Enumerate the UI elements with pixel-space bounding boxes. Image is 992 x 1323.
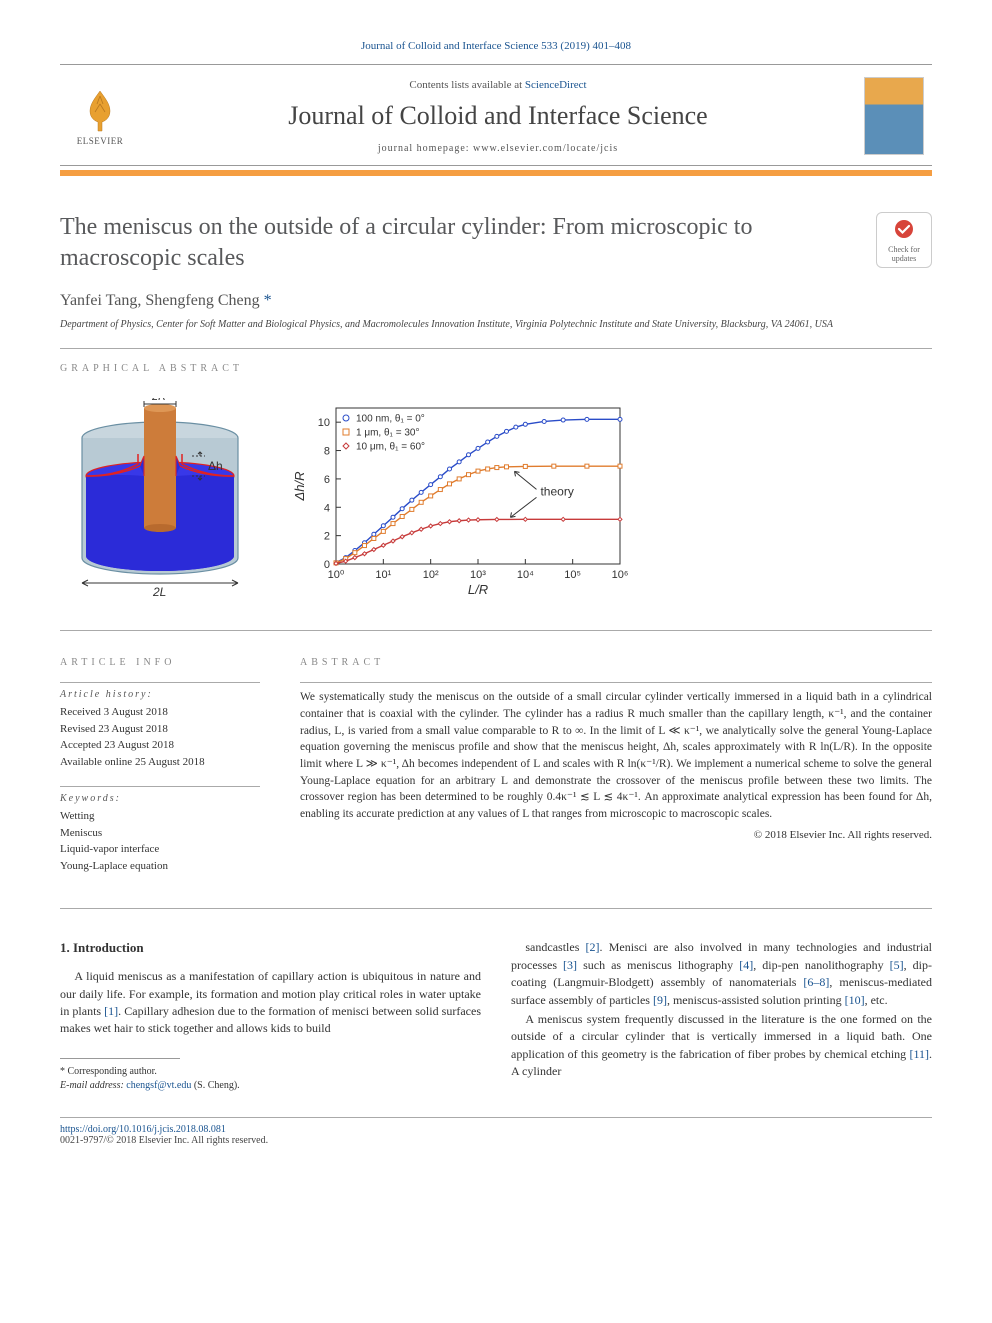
svg-text:10: 10 <box>318 418 330 430</box>
svg-text:10²: 10² <box>423 569 439 581</box>
abstract-copyright: © 2018 Elsevier Inc. All rights reserved… <box>300 829 932 841</box>
history-line: Received 3 August 2018 <box>60 704 260 721</box>
ref-link[interactable]: [2] <box>586 940 600 954</box>
svg-text:0: 0 <box>324 559 330 571</box>
label-delta-h: Δh <box>208 459 223 473</box>
history-line: Revised 23 August 2018 <box>60 721 260 738</box>
svg-text:10¹: 10¹ <box>375 569 391 581</box>
svg-text:8: 8 <box>324 446 330 458</box>
sciencedirect-link[interactable]: ScienceDirect <box>525 79 587 91</box>
journal-banner: ELSEVIER Contents lists available at Sci… <box>60 64 932 166</box>
history-line: Available online 25 August 2018 <box>60 754 260 771</box>
article-info-label: ARTICLE INFO <box>60 657 260 668</box>
intro-heading: 1. Introduction <box>60 939 481 958</box>
ref-link[interactable]: [4] <box>739 958 753 972</box>
keyword: Meniscus <box>60 825 260 842</box>
svg-text:10³: 10³ <box>470 569 486 581</box>
graphical-abstract: 2R Δh 2L 10⁰ 10¹ 10² 10³ 10⁴ 10⁵ 10⁶ 0 2 4 6 8 10 L/R… <box>60 388 932 618</box>
tree-icon <box>75 86 125 136</box>
keyword: Young-Laplace equation <box>60 858 260 875</box>
ref-link[interactable]: [9] <box>653 993 667 1007</box>
svg-text:L/R: L/R <box>468 582 488 597</box>
banner-accent-rule <box>60 170 932 176</box>
doi-link[interactable]: https://doi.org/10.1016/j.jcis.2018.08.0… <box>60 1124 226 1135</box>
authors: Yanfei Tang, Shengfeng Cheng * <box>60 292 932 310</box>
svg-text:4: 4 <box>324 503 330 515</box>
email-link[interactable]: chengsf@vt.edu <box>126 1080 191 1091</box>
graphical-abstract-label: GRAPHICAL ABSTRACT <box>60 363 932 374</box>
svg-text:10⁰: 10⁰ <box>328 569 345 581</box>
journal-name: Journal of Colloid and Interface Science <box>148 101 848 131</box>
svg-text:theory: theory <box>540 485 573 499</box>
history-block: Received 3 August 2018Revised 23 August … <box>60 704 260 770</box>
citation-header: Journal of Colloid and Interface Science… <box>60 40 932 52</box>
check-updates-badge[interactable]: Check for updates <box>876 212 932 268</box>
svg-text:10 μm, θ₁ = 60°: 10 μm, θ₁ = 60° <box>356 442 425 453</box>
history-heading: Article history: <box>60 689 260 700</box>
corresponding-mark: * <box>264 292 272 309</box>
ref-link[interactable]: [6–8] <box>803 975 829 989</box>
svg-text:10⁴: 10⁴ <box>517 569 534 581</box>
label-2L: 2L <box>152 585 166 598</box>
svg-text:1 μm, θ₁ = 30°: 1 μm, θ₁ = 30° <box>356 428 419 439</box>
abstract-text: We systematically study the meniscus on … <box>300 689 932 822</box>
check-updates-icon <box>890 217 918 245</box>
ref-link[interactable]: [3] <box>563 958 577 972</box>
intro-para-3: A meniscus system frequently discussed i… <box>511 1011 932 1081</box>
svg-text:100 nm, θ₁ = 0°: 100 nm, θ₁ = 0° <box>356 414 425 425</box>
cover-thumbnail <box>864 77 924 155</box>
svg-text:10⁵: 10⁵ <box>564 569 581 581</box>
ref-link[interactable]: [10] <box>845 993 865 1007</box>
body-text: 1. Introduction A liquid meniscus as a m… <box>60 939 932 1092</box>
article-title: The meniscus on the outside of a circula… <box>60 212 856 274</box>
corresponding-footnote: * Corresponding author. E-mail address: … <box>60 1065 481 1093</box>
ref-link[interactable]: [5] <box>890 958 904 972</box>
contents-line: Contents lists available at ScienceDirec… <box>148 79 848 91</box>
keywords-block: WettingMeniscusLiquid-vapor interfaceYou… <box>60 808 260 874</box>
svg-text:10⁶: 10⁶ <box>612 569 629 581</box>
abstract-label: ABSTRACT <box>300 657 932 668</box>
keywords-heading: Keywords: <box>60 793 260 804</box>
label-2R: 2R <box>151 398 166 403</box>
homepage-url[interactable]: www.elsevier.com/locate/jcis <box>473 143 618 154</box>
svg-text:6: 6 <box>324 474 330 486</box>
intro-para-1: A liquid meniscus as a manifestation of … <box>60 968 481 1038</box>
ref-link[interactable]: [11] <box>909 1047 929 1061</box>
svg-text:Δh/R: Δh/R <box>292 472 307 502</box>
history-line: Accepted 23 August 2018 <box>60 737 260 754</box>
keyword: Wetting <box>60 808 260 825</box>
affiliation: Department of Physics, Center for Soft M… <box>60 318 932 332</box>
homepage-line: journal homepage: www.elsevier.com/locat… <box>148 143 848 154</box>
svg-text:2: 2 <box>324 531 330 543</box>
scaling-chart: 10⁰ 10¹ 10² 10³ 10⁴ 10⁵ 10⁶ 0 2 4 6 8 10 L/R Δh/R 100 n… <box>290 398 630 598</box>
keyword: Liquid-vapor interface <box>60 841 260 858</box>
intro-para-2: sandcastles [2]. Menisci are also involv… <box>511 939 932 1009</box>
page-footer: https://doi.org/10.1016/j.jcis.2018.08.0… <box>60 1117 932 1146</box>
ref-link[interactable]: [1] <box>104 1004 118 1018</box>
cylinder-diagram: 2R Δh 2L <box>60 398 260 598</box>
elsevier-logo: ELSEVIER <box>68 80 132 152</box>
